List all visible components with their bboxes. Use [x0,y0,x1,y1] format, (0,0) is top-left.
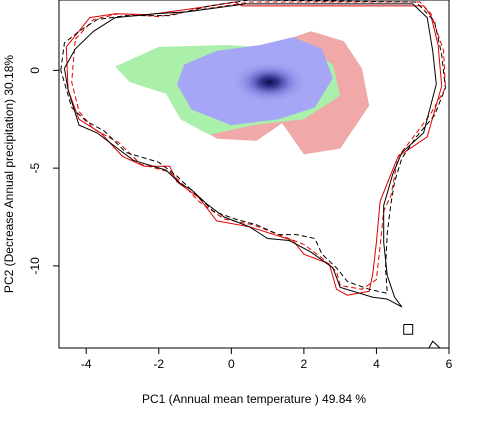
envelope-line-black-solid-2 [63,3,437,308]
density-core [231,60,308,104]
y-axis: 0 -5 -10 [28,67,59,275]
envelope-line-black-dashed-3 [60,0,446,294]
x-tick-label: 2 [301,357,308,371]
y-axis-title: PC2 (Decrease Annual precipitation) 30.1… [2,55,16,293]
y-tick-label: -5 [28,162,42,173]
x-tick-label: 4 [373,357,380,371]
x-tick-label: 6 [446,357,453,371]
density-zones [115,31,370,155]
envelope-series [60,0,446,348]
x-tick-label: -2 [153,357,164,371]
y-tick-label: -10 [28,257,42,275]
envelope-line-black-solid-4 [403,324,414,335]
envelope-line-red-dashed-1 [71,1,446,290]
x-tick-label: 0 [228,357,235,371]
x-axis-title: PC1 (Annual mean temperature ) 49.84 % [142,392,366,406]
y-tick-label: 0 [28,67,42,74]
x-axis: -4 -2 0 2 4 6 [81,348,453,371]
x-tick-label: -4 [81,357,92,371]
plot-frame [58,0,450,349]
envelope-line-black-solid-5 [428,340,441,348]
envelope-line-red-solid-0 [65,1,443,296]
